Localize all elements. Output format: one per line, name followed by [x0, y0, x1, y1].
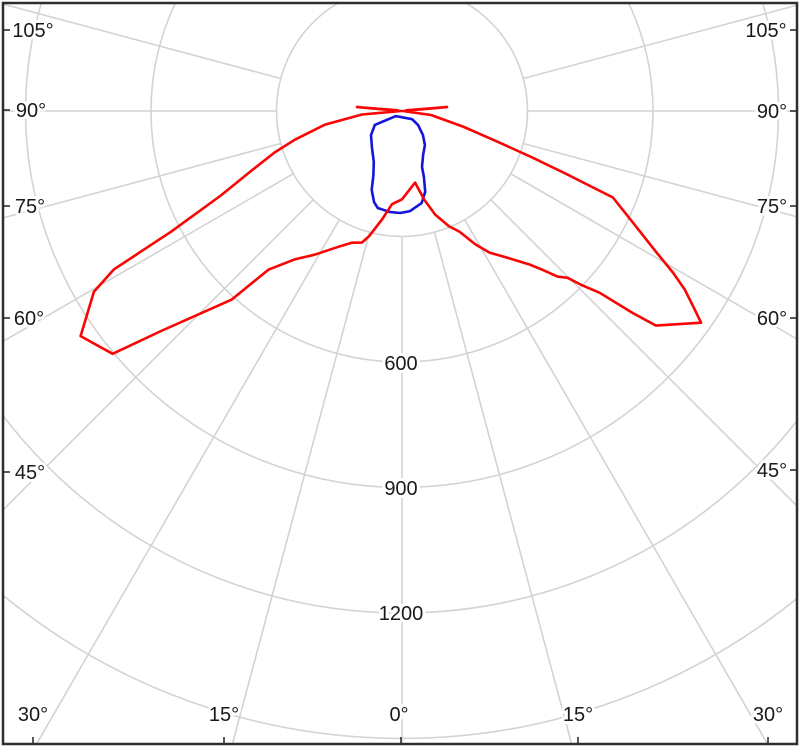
grid-spoke--60: [2, 173, 294, 343]
grid-spoke-75: [523, 142, 798, 218]
angle-label-left: 75°: [15, 196, 45, 218]
grid-spoke--75: [2, 142, 281, 220]
grid-spoke--15: [231, 232, 371, 745]
grid-spoke-105: [523, 4, 798, 80]
radial-value-label: 900: [384, 478, 417, 500]
grid-spoke-60: [510, 173, 798, 341]
angle-label-right: 45°: [757, 460, 787, 482]
angle-label-bottom: 30°: [753, 704, 783, 726]
grid-spoke--30: [35, 219, 340, 745]
grid-spoke--45: [2, 199, 314, 513]
angle-label-right: 90°: [757, 101, 787, 123]
red-curve: [79, 105, 703, 356]
angle-label-left: 60°: [14, 308, 44, 330]
grid-spoke-30: [464, 219, 769, 745]
angle-label-right: 105°: [745, 20, 786, 42]
grid-spoke--105: [2, 2, 281, 80]
angle-label-right: 60°: [757, 308, 787, 330]
chart-labels: 105° 90° 75° 60° 45° 105° 90° 75° 60° 45° 30° 15° 0°…: [9, 17, 790, 729]
angle-label-left: 105°: [12, 20, 53, 42]
angle-label-right: 75°: [757, 196, 787, 218]
angle-label-bottom: 15°: [209, 704, 239, 726]
angle-label-left: 45°: [15, 462, 45, 484]
angle-label-bottom: 30°: [18, 704, 48, 726]
radial-value-label: 1200: [379, 603, 424, 625]
angle-label-left: 90°: [16, 100, 46, 122]
grid-spoke-45: [490, 199, 798, 509]
axis-ticks: [3, 29, 797, 744]
angle-label-bottom: 0°: [389, 704, 408, 726]
blue-curve: [369, 114, 427, 215]
grid-spoke-15: [433, 232, 573, 745]
radial-value-label: 600: [384, 353, 417, 375]
angle-label-bottom: 15°: [563, 704, 593, 726]
